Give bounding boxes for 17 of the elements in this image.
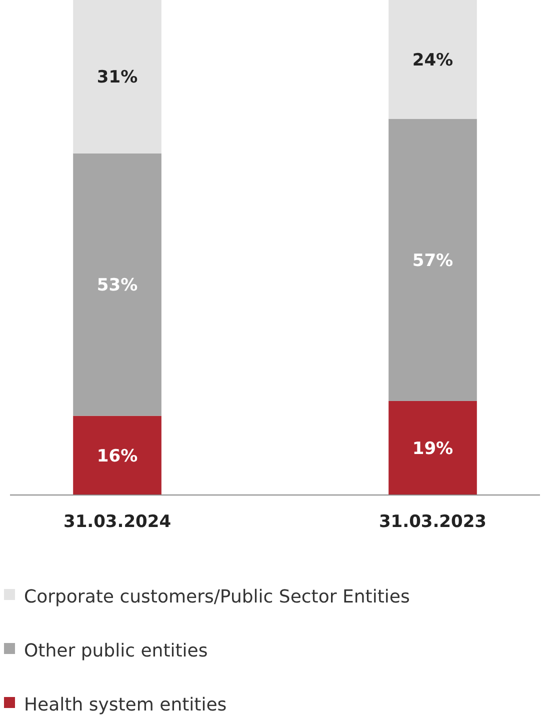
bar — [73, 0, 162, 154]
bar — [388, 400, 477, 495]
data-label: 19% — [412, 438, 454, 459]
data-label: 16% — [96, 446, 138, 466]
bar — [73, 416, 162, 495]
legend-label: Health system entities — [24, 694, 227, 715]
x-tick-label: 31.03.2024 — [63, 512, 172, 532]
bar — [388, 118, 477, 401]
legend-label: Corporate customers/Public Sector Entities — [24, 586, 410, 608]
legend-label: Other public entities — [24, 640, 208, 662]
data-label: 31% — [96, 68, 138, 88]
bar — [388, 0, 477, 119]
data-label: 57% — [412, 250, 454, 271]
data-label: 53% — [96, 276, 138, 296]
data-label: 24% — [412, 50, 454, 70]
bar — [73, 153, 162, 416]
x-tick-label: 31.03.2023 — [378, 512, 487, 532]
